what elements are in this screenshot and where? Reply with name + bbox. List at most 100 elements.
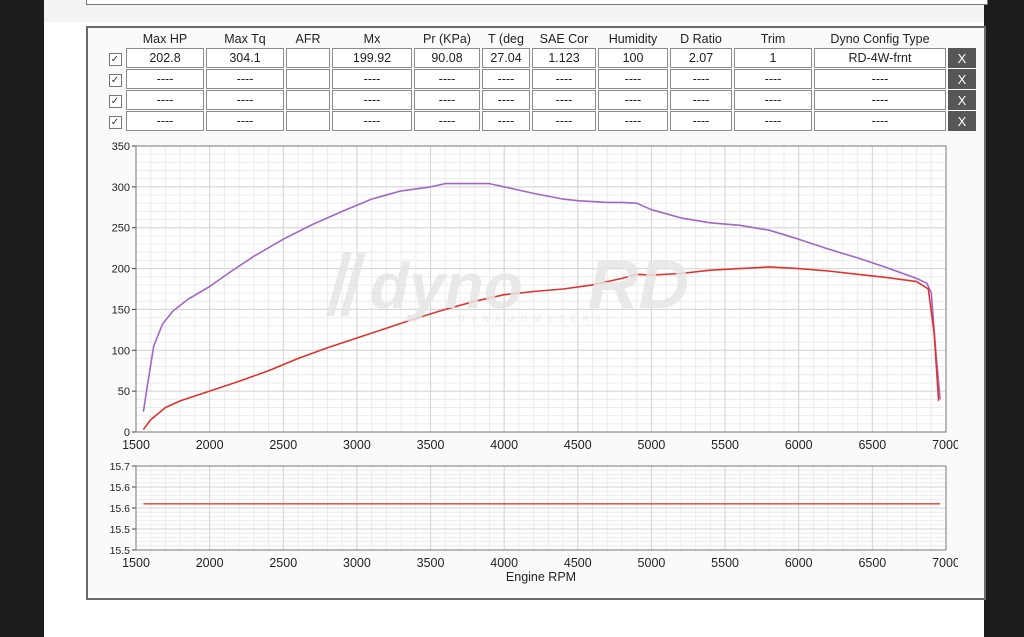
checkbox-column-header: [106, 30, 124, 47]
left-black-border: [0, 0, 44, 637]
y-tick-label: 50: [118, 386, 130, 398]
y-tick-label: 15.6: [110, 503, 131, 515]
afr-chart: 1500 2000 2500 3000 3500 4000 4500 5000 5500 6000…: [110, 461, 958, 584]
right-black-border: [984, 0, 1024, 637]
remove-run-button[interactable]: X: [948, 48, 976, 68]
x-tick-label: 4000: [490, 438, 518, 452]
table-cell: ----: [332, 69, 412, 89]
table-cell: ----: [126, 111, 204, 131]
table-cell: 2.07: [670, 48, 732, 68]
table-cell: 199.92: [332, 48, 412, 68]
x-tick-label: 4500: [564, 438, 592, 452]
table-cell: [286, 48, 330, 68]
x-tick-label: 7000: [932, 556, 958, 570]
table-row: ✓ ---- ---- ---- ---- ---- ---- ---- ---- ---- ---…: [106, 90, 976, 110]
table-cell: [286, 69, 330, 89]
column-header: AFR: [295, 31, 321, 46]
y-tick-label: 300: [112, 182, 130, 194]
y-tick-label: 150: [112, 304, 130, 316]
table-cell: ----: [814, 111, 946, 131]
x-tick-label: 1500: [122, 438, 150, 452]
row-checkbox-cell[interactable]: ✓: [106, 48, 124, 68]
table-cell: ----: [814, 90, 946, 110]
x-tick-label: 3500: [417, 438, 445, 452]
table-cell: 1.123: [532, 48, 596, 68]
table-cell: RD-4W-frnt: [814, 48, 946, 68]
x-tick-label: 3500: [417, 556, 445, 570]
x-axis-title: Engine RPM: [506, 570, 576, 584]
row-checkbox[interactable]: ✓: [108, 73, 122, 87]
x-tick-label: 6000: [785, 438, 813, 452]
table-cell: ----: [670, 111, 732, 131]
hp-series-line: [142, 266, 940, 430]
row-checkbox-cell[interactable]: ✓: [106, 111, 124, 131]
upper-panel-edge: [86, 0, 988, 5]
table-cell: [286, 111, 330, 131]
remove-run-button[interactable]: X: [948, 90, 976, 110]
column-header: SAE Cor: [539, 31, 589, 46]
table-header-row: Max HP Max Tq AFR Mx Pr (KPa) T (deg SAE…: [106, 30, 976, 47]
table-cell: 304.1: [206, 48, 284, 68]
x-tick-label: 6500: [858, 556, 886, 570]
x-tick-label: 2500: [269, 556, 297, 570]
column-header: Max HP: [142, 31, 188, 46]
table-cell: 100: [598, 48, 668, 68]
close-column-header: [948, 30, 976, 47]
table-cell: ----: [126, 69, 204, 89]
y-tick-label: 250: [112, 223, 130, 235]
x-tick-label: 2500: [269, 438, 297, 452]
column-header: Dyno Config Type: [830, 31, 930, 46]
x-tick-label: 2000: [196, 556, 224, 570]
plot-border: [135, 145, 947, 433]
y-tick-label: 15.5: [110, 545, 131, 557]
table-cell: ----: [814, 69, 946, 89]
table-cell: [286, 90, 330, 110]
table-cell: 27.04: [482, 48, 530, 68]
table-cell: ----: [598, 69, 668, 89]
row-checkbox[interactable]: ✓: [108, 115, 122, 129]
run-parameters-table: Max HP Max Tq AFR Mx Pr (KPa) T (deg SAE…: [104, 29, 978, 132]
y-tick-label: 15.6: [110, 482, 131, 494]
table-cell: ----: [532, 69, 596, 89]
table-row: ✓ 202.8 304.1 199.92 90.08 27.04 1.123 100 2.07 1…: [106, 48, 976, 68]
plot-area: [136, 146, 946, 432]
top-strip: [44, 0, 984, 22]
table-cell: ----: [206, 90, 284, 110]
x-tick-label: 3000: [343, 438, 371, 452]
x-tick-label: 7000: [932, 438, 958, 452]
table-cell: ----: [482, 90, 530, 110]
row-checkbox[interactable]: ✓: [108, 52, 122, 66]
y-tick-label: 100: [112, 345, 130, 357]
x-tick-label: 5000: [638, 556, 666, 570]
x-tick-label: 5000: [638, 438, 666, 452]
x-tick-label: 6500: [858, 438, 886, 452]
x-tick-label: 3000: [343, 556, 371, 570]
table-cell: ----: [482, 69, 530, 89]
table-cell: ----: [332, 111, 412, 131]
row-checkbox-cell[interactable]: ✓: [106, 90, 124, 110]
x-tick-label: 5500: [711, 438, 739, 452]
y-tick-label: 15.7: [110, 461, 131, 473]
table-cell: ----: [734, 111, 812, 131]
table-cell: 90.08: [414, 48, 480, 68]
remove-run-button[interactable]: X: [948, 69, 976, 89]
x-tick-label: 4000: [490, 556, 518, 570]
table-cell: ----: [670, 90, 732, 110]
table-cell: 1: [734, 48, 812, 68]
y-tick-label: 350: [112, 141, 130, 153]
table-cell: ----: [734, 90, 812, 110]
column-header: Pr (KPa): [423, 31, 471, 46]
table-cell: ----: [414, 90, 480, 110]
table-cell: ----: [206, 69, 284, 89]
table-cell: ----: [532, 111, 596, 131]
row-checkbox[interactable]: ✓: [108, 94, 122, 108]
row-checkbox-cell[interactable]: ✓: [106, 69, 124, 89]
table-cell: ----: [670, 69, 732, 89]
column-header: Max Tq: [224, 31, 266, 46]
y-tick-label: 0: [124, 427, 130, 439]
table-cell: ----: [332, 90, 412, 110]
remove-run-button[interactable]: X: [948, 111, 976, 131]
table-cell: 202.8: [126, 48, 204, 68]
table-cell: ----: [598, 111, 668, 131]
table-cell: ----: [598, 90, 668, 110]
